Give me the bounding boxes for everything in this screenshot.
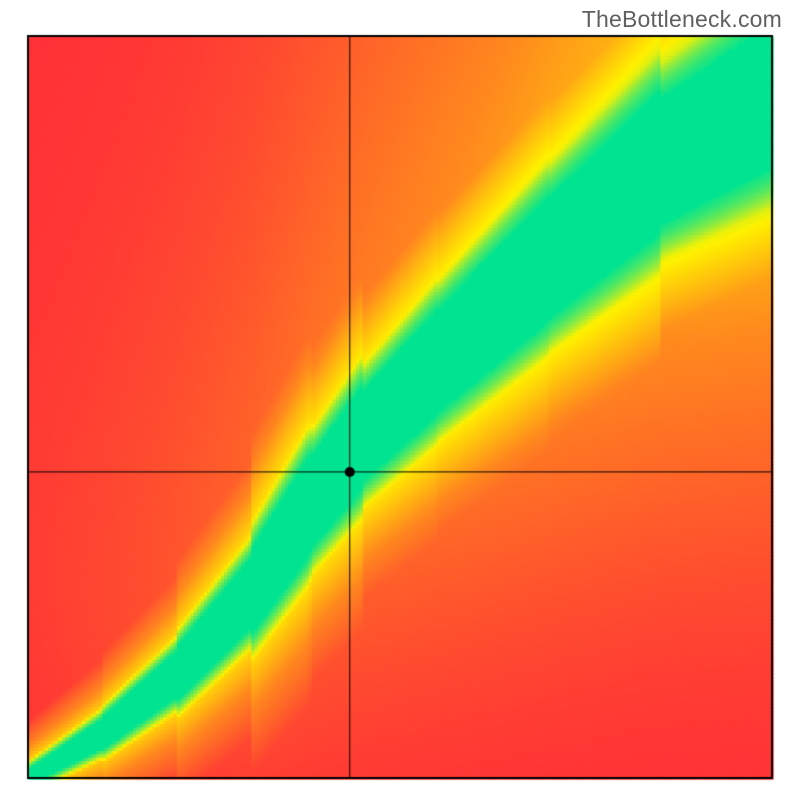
heatmap-canvas <box>0 0 800 800</box>
watermark-text: TheBottleneck.com <box>582 6 782 33</box>
chart-container: TheBottleneck.com <box>0 0 800 800</box>
